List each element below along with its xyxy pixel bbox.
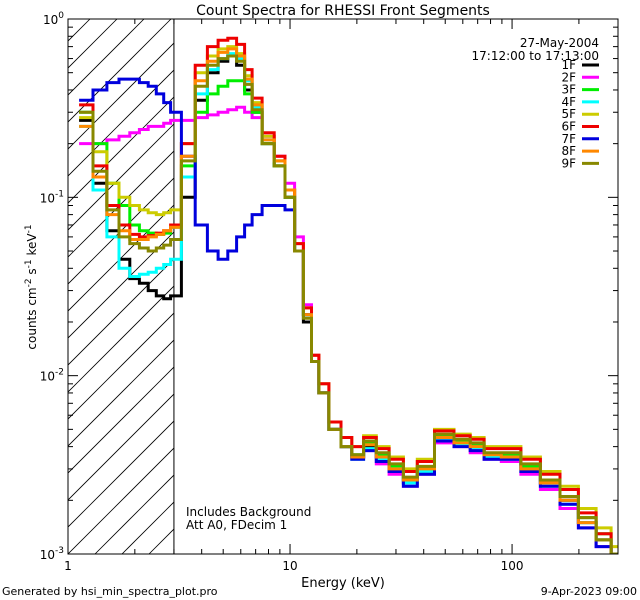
legend-label-7F: 7F <box>561 132 576 146</box>
legend-label-2F: 2F <box>561 70 576 84</box>
annotation-background: Includes Background <box>186 505 311 519</box>
series-line-9F <box>79 54 618 554</box>
hatch-line <box>68 393 174 501</box>
hatch-line <box>0 19 9 554</box>
x-tick-label: 10 <box>282 559 297 573</box>
legend-label-4F: 4F <box>561 95 576 109</box>
hatch-line <box>68 42 174 150</box>
x-tick-label: 100 <box>501 559 524 573</box>
date-label: 27-May-2004 <box>520 36 599 50</box>
series-group <box>79 36 618 554</box>
hatch-line <box>68 420 174 528</box>
y-tick-label: 100 <box>43 11 64 27</box>
hatch-line <box>68 231 174 339</box>
y-axis-ticks: 100 10-1 10-2 10-3 <box>40 11 618 562</box>
hatch-line <box>68 19 91 42</box>
hatch-line <box>257 19 640 554</box>
x-tick-label: 1 <box>64 559 72 573</box>
hatch-line <box>68 258 174 366</box>
time-range-label: 17:12:00 to 17:13:00 <box>472 49 599 63</box>
x-axis-label: Energy (keV) <box>301 576 385 591</box>
hatch-line <box>68 69 174 177</box>
legend-label-3F: 3F <box>561 83 576 97</box>
hatch-line <box>68 447 174 554</box>
y-tick-label: 10-2 <box>40 368 64 384</box>
hatch-line <box>68 366 174 474</box>
footer-generated-by: Generated by hsi_min_spectra_plot.pro <box>2 585 218 598</box>
footer-timestamp: 9-Apr-2023 09:00 <box>541 585 637 598</box>
hatch-line <box>68 19 118 69</box>
y-tick-label: 10-3 <box>40 546 64 562</box>
series-line-8F <box>79 47 618 554</box>
hatch-line <box>68 19 172 123</box>
hatch-line <box>68 204 174 312</box>
hatch-line <box>68 19 145 96</box>
hatch-line <box>68 177 174 285</box>
legend-label-1F: 1F <box>561 58 576 72</box>
legend-label-8F: 8F <box>561 144 576 158</box>
annotation-attenuator: Att A0, FDecim 1 <box>186 518 287 532</box>
y-axis-label: counts cm-2 s-1 keV-1 <box>24 224 39 349</box>
hatch-line <box>68 96 174 204</box>
chart-title: Count Spectra for RHESSI Front Segments <box>196 3 490 19</box>
hatch-line <box>311 19 640 554</box>
hatch-line <box>284 19 640 554</box>
x-axis-ticks: 1 10 100 <box>64 19 619 573</box>
y-tick-label: 10-1 <box>40 189 64 205</box>
plot-frame <box>67 18 619 555</box>
hatch-line <box>68 285 174 393</box>
legend-label-5F: 5F <box>561 107 576 121</box>
legend-label-9F: 9F <box>561 156 576 170</box>
legend-label-6F: 6F <box>561 120 576 134</box>
hatch-line <box>68 123 174 231</box>
